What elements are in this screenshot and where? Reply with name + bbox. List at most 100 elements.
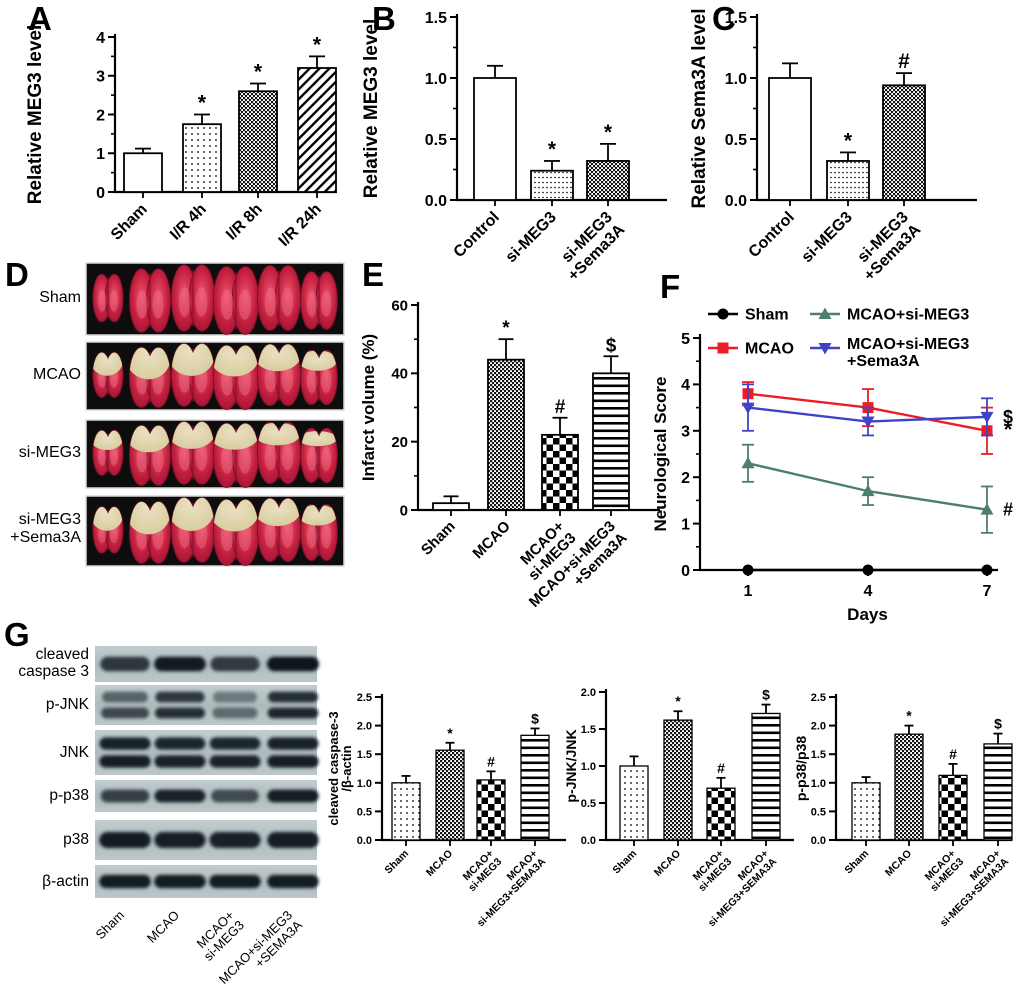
- svg-text:p-p38/p38: p-p38/p38: [793, 736, 809, 802]
- svg-text:0: 0: [681, 563, 690, 580]
- svg-text:1.5: 1.5: [725, 10, 747, 27]
- svg-text:$: $: [531, 710, 539, 726]
- svg-text:MCAO+si-MEG3: MCAO+si-MEG3: [847, 307, 969, 324]
- svg-text:0.5: 0.5: [357, 806, 372, 818]
- svg-text:I/R 24h: I/R 24h: [276, 201, 325, 250]
- panel-g-chart-jnk: 0.0 0.5 1.0 1.5 2.0 p-JNK/JNK Sham * MCAO # MCAO+s…: [562, 648, 807, 980]
- svg-text:Neurological Score: Neurological Score: [651, 377, 670, 532]
- panel-e-letter: E: [362, 256, 385, 293]
- panel-b-letter: B: [372, 0, 396, 37]
- svg-text:3: 3: [681, 424, 690, 441]
- blot-label: p-JNK: [45, 696, 89, 713]
- svg-text:7: 7: [983, 583, 992, 600]
- blot-label: β-actin: [42, 872, 89, 890]
- panel-e-chart: 0 20 40 60 Infarct volume (%) Sham * MCAO # MCAO+…: [358, 256, 663, 680]
- brain-row-label: Sham: [39, 289, 81, 306]
- panel-g-blots: cleaved caspase 3 p-JNK JNK p-p38 p38 β-actin…: [5, 616, 415, 1005]
- svg-text:MCAO+si-MEG3+Sema3A: MCAO+si-MEG3+Sema3A: [847, 336, 969, 370]
- brain-slice-photo-strip: [85, 262, 345, 336]
- svg-text:MCAO+si-MEG3: MCAO+si-MEG3: [688, 848, 734, 894]
- panel-f-letter: F: [660, 268, 681, 305]
- western-blot-strip: [95, 780, 319, 812]
- svg-text:0.0: 0.0: [425, 193, 447, 210]
- svg-text:MCAO: MCAO: [883, 848, 914, 879]
- svg-text:Relative MEG3 level: Relative MEG3 level: [25, 25, 46, 205]
- svg-text:*: *: [313, 33, 322, 56]
- svg-text:Infarct volume (%): Infarct volume (%): [359, 334, 378, 481]
- svg-text:5: 5: [681, 331, 690, 348]
- svg-text:Sham: Sham: [418, 518, 459, 559]
- brain-row-label: MCAO: [33, 366, 81, 383]
- svg-text:1.0: 1.0: [811, 778, 826, 790]
- svg-text:*: *: [548, 138, 557, 161]
- svg-text:Sham: Sham: [842, 848, 871, 877]
- svg-text:0.0: 0.0: [357, 835, 372, 847]
- brain-slice-photo-strip: [85, 495, 345, 567]
- svg-text:0.0: 0.0: [725, 193, 747, 210]
- svg-text:1.5: 1.5: [425, 10, 447, 27]
- panel-a-letter: A: [28, 0, 52, 37]
- svg-text:MCAO: MCAO: [144, 908, 182, 946]
- svg-text:*: *: [604, 121, 613, 144]
- svg-text:40: 40: [391, 366, 408, 383]
- blot-label: JNK: [59, 743, 89, 761]
- svg-text:#: #: [1003, 500, 1013, 520]
- svg-text:1: 1: [744, 583, 753, 600]
- svg-text:#: #: [487, 753, 495, 769]
- svg-text:#: #: [949, 746, 957, 762]
- svg-text:*: *: [254, 61, 263, 84]
- svg-text:2: 2: [681, 470, 690, 487]
- svg-text:Sham: Sham: [745, 307, 789, 324]
- panel-b-chart: 0.0 0.5 1.0 1.5 Relative MEG3 level Control * s…: [345, 5, 680, 285]
- svg-text:4: 4: [864, 583, 873, 600]
- svg-text:0: 0: [400, 502, 408, 519]
- svg-text:MCAO+si-MEG3: MCAO+si-MEG3: [458, 848, 504, 894]
- svg-text:1: 1: [681, 516, 690, 533]
- svg-text:cleaved caspase-3/β-actin: cleaved caspase-3/β-actin: [326, 711, 354, 825]
- svg-text:*: *: [198, 92, 207, 115]
- panel-d-letter: D: [5, 256, 29, 293]
- western-blot-strip: [95, 646, 319, 682]
- svg-text:p-JNK/JNK: p-JNK/JNK: [563, 729, 579, 802]
- svg-text:*: *: [844, 129, 853, 152]
- svg-text:Sham: Sham: [92, 908, 127, 943]
- svg-text:0.5: 0.5: [811, 806, 826, 818]
- svg-text:2.0: 2.0: [357, 721, 372, 733]
- western-blot-strip: [95, 865, 319, 898]
- panel-g-chart-caspase: 0.0 0.5 1.0 1.5 2.0 2.5 cleaved caspase-3/β-ac…: [326, 648, 580, 980]
- blot-label: p38: [63, 831, 89, 848]
- blot-label: p-p38: [49, 787, 89, 804]
- svg-text:*: *: [1004, 417, 1013, 442]
- svg-text:MCAO: MCAO: [652, 848, 683, 879]
- svg-text:I/R 8h: I/R 8h: [223, 201, 266, 244]
- brain-row-label: si-MEG3: [18, 444, 81, 461]
- panel-c-chart: 0.0 0.5 1.0 1.5 Relative Sema3A level Control…: [685, 5, 1020, 285]
- svg-text:4: 4: [681, 377, 690, 394]
- western-blot-strip: [95, 820, 319, 860]
- svg-text:Days: Days: [847, 605, 888, 624]
- western-blot-strip: [95, 730, 319, 775]
- svg-text:3: 3: [96, 69, 105, 86]
- svg-text:4: 4: [96, 30, 105, 47]
- svg-text:MCAO: MCAO: [424, 848, 455, 879]
- svg-text:MCAO: MCAO: [745, 341, 794, 358]
- svg-text:1.5: 1.5: [811, 749, 826, 761]
- svg-text:1.0: 1.0: [357, 778, 372, 790]
- svg-text:20: 20: [391, 434, 408, 451]
- svg-text:*: *: [447, 725, 453, 741]
- svg-text:0.5: 0.5: [725, 132, 747, 149]
- svg-text:I/R 4h: I/R 4h: [167, 201, 210, 244]
- svg-text:0.0: 0.0: [581, 835, 596, 847]
- blot-label: cleaved caspase 3: [18, 646, 89, 681]
- svg-text:#: #: [898, 50, 910, 73]
- svg-text:*: *: [675, 693, 681, 709]
- svg-text:$: $: [762, 687, 770, 703]
- svg-text:*: *: [502, 318, 510, 339]
- svg-text:0.5: 0.5: [581, 798, 596, 810]
- svg-text:60: 60: [391, 297, 408, 314]
- svg-text:1: 1: [96, 146, 105, 163]
- brain-row-label: si-MEG3 +Sema3A: [10, 511, 81, 547]
- western-blot-strip: [95, 685, 319, 725]
